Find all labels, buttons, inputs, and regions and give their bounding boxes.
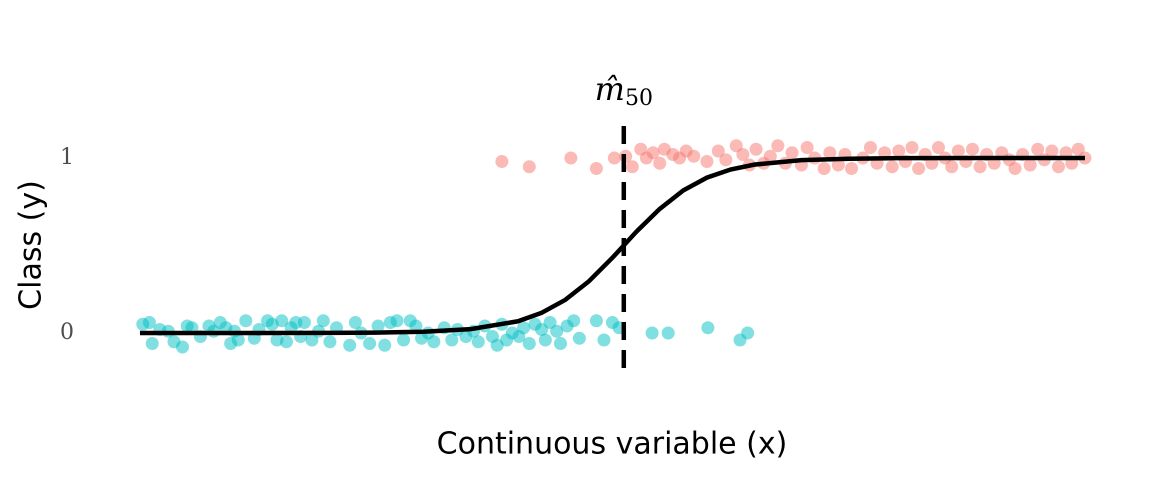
point <box>625 160 639 174</box>
point <box>550 324 564 338</box>
point <box>771 139 785 153</box>
point <box>653 156 667 170</box>
point <box>800 141 814 154</box>
threshold-label-main: m̂ <box>595 70 625 108</box>
point <box>239 314 253 328</box>
point <box>845 162 859 175</box>
point <box>749 142 763 156</box>
point <box>409 319 423 333</box>
y-tick-label: 0 <box>60 320 74 345</box>
point <box>589 162 603 175</box>
point <box>522 337 536 350</box>
point <box>1051 160 1065 174</box>
point <box>1045 144 1059 158</box>
point <box>597 333 611 347</box>
point <box>378 338 392 352</box>
point <box>522 160 536 174</box>
point <box>817 162 831 175</box>
point <box>231 333 245 347</box>
point <box>607 151 621 165</box>
point <box>471 335 485 349</box>
point <box>711 144 725 158</box>
point <box>145 337 159 350</box>
point <box>323 335 337 349</box>
point <box>316 314 330 328</box>
point <box>687 149 701 163</box>
point <box>965 142 979 156</box>
point <box>363 337 377 350</box>
point <box>700 155 714 168</box>
point <box>348 316 362 329</box>
point <box>1023 158 1037 172</box>
point <box>517 321 531 335</box>
point <box>741 326 755 340</box>
point <box>390 314 404 328</box>
x-axis-title: Continuous variable (x) <box>437 427 788 462</box>
point <box>863 141 877 154</box>
point <box>279 335 293 349</box>
point <box>892 144 906 158</box>
point <box>538 333 552 347</box>
y-axis-title: Class (y) <box>14 180 49 310</box>
point <box>831 158 845 172</box>
point <box>495 155 509 168</box>
point <box>567 314 581 328</box>
y-tick-label: 1 <box>60 145 74 170</box>
point <box>490 338 504 352</box>
point <box>572 331 586 345</box>
point <box>905 141 919 154</box>
point <box>823 146 837 160</box>
point <box>646 146 660 160</box>
point <box>973 160 987 174</box>
point <box>931 141 945 154</box>
point <box>1008 162 1022 175</box>
point <box>661 326 675 340</box>
point <box>912 162 926 175</box>
point <box>175 340 189 354</box>
point <box>553 337 567 350</box>
point <box>885 160 899 174</box>
point <box>1031 142 1045 156</box>
point <box>564 151 578 165</box>
point <box>427 335 441 349</box>
point <box>445 333 459 347</box>
point <box>763 149 777 163</box>
fitted-curve <box>139 155 1085 336</box>
point <box>397 333 411 347</box>
point <box>878 146 892 160</box>
point <box>343 338 357 352</box>
point <box>645 326 659 340</box>
point <box>297 316 311 329</box>
point <box>142 316 156 329</box>
point <box>275 314 289 328</box>
point <box>719 153 733 167</box>
threshold-label: m̂50 <box>595 70 653 112</box>
point <box>736 148 750 161</box>
point <box>785 146 799 160</box>
point <box>589 314 603 328</box>
point <box>945 160 959 174</box>
point <box>951 144 965 158</box>
point <box>371 319 385 333</box>
point <box>701 321 715 335</box>
threshold-label-subscript: 50 <box>625 86 653 111</box>
